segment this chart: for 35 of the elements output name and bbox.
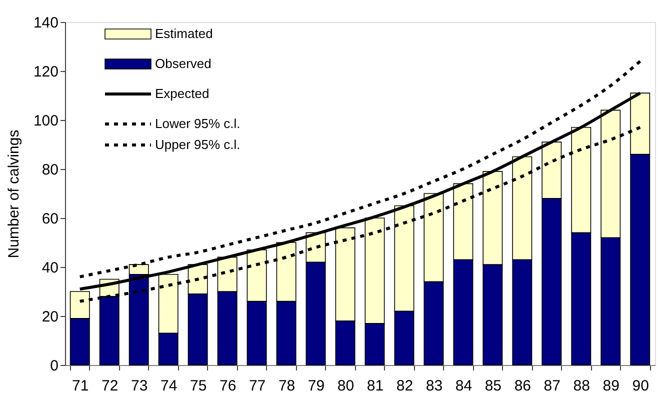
x-tick-label: 87 — [544, 378, 560, 394]
y-tick-label: 120 — [33, 64, 58, 80]
x-tick-label: 80 — [337, 378, 354, 394]
x-tick-label: 81 — [366, 378, 384, 394]
legend-label: Upper 95% c.l. — [155, 137, 240, 152]
legend-label: Estimated — [155, 26, 213, 41]
legend-label: Lower 95% c.l. — [155, 116, 240, 131]
x-tick-label: 72 — [102, 378, 118, 394]
legend-label: Observed — [155, 56, 212, 71]
y-axis-title: Number of calvings — [5, 130, 22, 258]
x-tick-label: 85 — [484, 378, 502, 394]
y-tick-label: 80 — [42, 162, 58, 178]
x-tick-label: 82 — [396, 378, 414, 394]
y-tick-label: 140 — [33, 14, 58, 32]
x-tick-label: 83 — [426, 378, 443, 394]
y-tick-label: 100 — [33, 112, 58, 130]
x-tick-label: 77 — [248, 378, 266, 394]
x-tick-label: 79 — [308, 378, 325, 394]
x-tick-label: 73 — [131, 378, 148, 394]
x-tick-label: 78 — [278, 378, 296, 394]
x-tick-label: 90 — [632, 378, 649, 394]
y-tick-label: 20 — [42, 308, 58, 326]
x-tick-label: 76 — [219, 378, 236, 394]
line-series — [78, 60, 642, 278]
x-tick-label: 86 — [514, 378, 532, 394]
x-tick-label: 89 — [602, 378, 620, 394]
x-tick-label: 75 — [190, 378, 207, 394]
y-tick-label: 40 — [42, 260, 58, 276]
x-tick-label: 84 — [455, 378, 472, 394]
x-tick-label: 74 — [160, 378, 178, 394]
legend-label: Expected — [155, 86, 210, 101]
y-tick-label: 0 — [50, 358, 58, 374]
x-tick-label: 71 — [72, 378, 89, 394]
y-tick-label: 60 — [42, 210, 58, 228]
x-tick-label: 88 — [573, 378, 590, 394]
